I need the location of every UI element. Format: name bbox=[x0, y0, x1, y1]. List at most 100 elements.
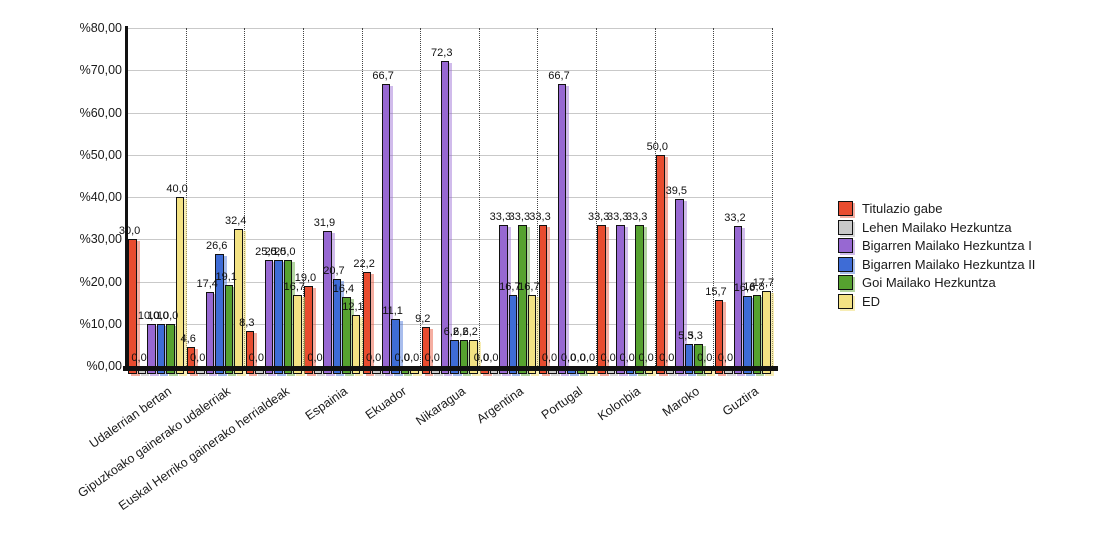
legend-label: Goi Mailako Hezkuntza bbox=[862, 275, 996, 290]
bar-value-label: 0,0 bbox=[307, 352, 323, 364]
bar-value-label: 0,0 bbox=[190, 352, 206, 364]
bar bbox=[234, 229, 243, 374]
bar-value-label: 8,3 bbox=[239, 316, 255, 329]
bar-value-label: 0,0 bbox=[560, 352, 577, 364]
bar-value-label: 16,7 bbox=[283, 281, 306, 294]
bar-value-label: 33,3 bbox=[529, 211, 551, 224]
bar-value-label: 6,2 bbox=[453, 325, 469, 338]
category-separator-line bbox=[596, 28, 598, 366]
bar-value-label: 0,0 bbox=[600, 352, 616, 364]
bar-value-label: 19,0 bbox=[294, 271, 317, 284]
gridline bbox=[127, 28, 772, 29]
legend-item: Titulazio gabe bbox=[838, 201, 1035, 216]
bar-value-label: 32,4 bbox=[224, 215, 247, 228]
legend-swatch bbox=[838, 256, 853, 272]
legend-label: Bigarren Mailako Hezkuntza II bbox=[862, 256, 1036, 272]
bar bbox=[391, 319, 400, 374]
bar-value-label: 0,0 bbox=[131, 352, 147, 364]
category-separator-line bbox=[772, 28, 773, 366]
bar bbox=[656, 154, 665, 374]
bar bbox=[147, 323, 156, 374]
bar bbox=[215, 253, 224, 374]
category-separator-line bbox=[244, 28, 246, 366]
bar-value-label: 0,0 bbox=[638, 352, 654, 364]
bar-value-label: 12,1 bbox=[342, 300, 364, 313]
bar bbox=[224, 285, 234, 374]
bar-value-label: 33,3 bbox=[625, 211, 648, 224]
bar-value-label: 25,0 bbox=[255, 246, 277, 259]
bar-value-label: 31,9 bbox=[313, 217, 336, 230]
bar bbox=[469, 339, 478, 374]
bar-value-label: 39,5 bbox=[665, 185, 687, 198]
bar-value-label: 17,7 bbox=[752, 277, 775, 290]
bar bbox=[274, 260, 283, 374]
bar-value-label: 20,7 bbox=[323, 264, 345, 277]
x-axis-line bbox=[123, 366, 778, 371]
bar-value-label: 40,0 bbox=[166, 183, 188, 195]
legend-swatch bbox=[838, 275, 853, 290]
bar-value-label: 11,1 bbox=[382, 305, 403, 318]
bar bbox=[752, 295, 762, 374]
y-axis-tick-label: %60,00 bbox=[79, 105, 122, 120]
legend-label: Lehen Mailako Hezkuntza bbox=[862, 219, 1012, 235]
legend-label: ED bbox=[862, 293, 881, 309]
bar-value-label: 0,0 bbox=[659, 352, 675, 364]
legend-swatch bbox=[838, 219, 853, 235]
y-axis-tick-label: %70,00 bbox=[79, 63, 122, 78]
bar-value-label: 0,0 bbox=[570, 352, 586, 364]
bar-value-label: 10,0 bbox=[147, 309, 169, 322]
y-axis-tick-label: %40,00 bbox=[79, 190, 122, 204]
bar-value-label: 10,0 bbox=[156, 309, 179, 322]
legend-item: Bigarren Mailako Hezkuntza II bbox=[838, 256, 1036, 272]
bar-value-label: 0,0 bbox=[394, 352, 410, 364]
bar-value-label: 25,0 bbox=[274, 246, 296, 259]
bar-value-label: 25,0 bbox=[264, 246, 287, 259]
legend-swatch bbox=[838, 293, 853, 309]
bar bbox=[684, 343, 694, 374]
bar bbox=[362, 272, 372, 374]
bar-value-label: 10,0 bbox=[137, 309, 160, 322]
y-axis-tick-label: %20,00 bbox=[79, 274, 122, 289]
bar bbox=[675, 199, 684, 374]
legend: Titulazio gabe Lehen Mailako Hezkuntza Big… bbox=[838, 201, 1036, 309]
bar bbox=[635, 225, 644, 374]
bar-value-label: 33,3 bbox=[587, 211, 610, 224]
bar bbox=[597, 225, 606, 374]
gridline bbox=[127, 70, 772, 72]
legend-item: Bigarren Mailako Hezkuntza I bbox=[838, 238, 1035, 253]
bar-value-label: 16,4 bbox=[332, 282, 355, 295]
bar-value-label: 26,6 bbox=[205, 239, 228, 252]
bar-value-label: 33,3 bbox=[489, 211, 512, 224]
gridline bbox=[127, 112, 772, 114]
category-separator-line bbox=[361, 28, 363, 366]
bar bbox=[527, 295, 537, 374]
bar-value-label: 33,3 bbox=[606, 211, 629, 224]
y-axis-tick-label: %50,00 bbox=[79, 147, 122, 162]
bar bbox=[538, 225, 548, 374]
bar bbox=[508, 295, 518, 374]
y-axis-tick-label: %10,00 bbox=[79, 316, 122, 331]
gridline bbox=[127, 239, 772, 241]
bar-value-label: 0,0 bbox=[483, 352, 499, 364]
bar-value-label: 6,2 bbox=[462, 325, 478, 338]
bar-value-label: 0,0 bbox=[579, 352, 596, 364]
bar-value-label: 5,3 bbox=[687, 329, 703, 342]
bar bbox=[421, 327, 430, 374]
legend-swatch bbox=[838, 238, 853, 253]
legend-label: Titulazio gabe bbox=[862, 201, 943, 216]
y-axis-line bbox=[124, 26, 128, 371]
bar-value-label: 0,0 bbox=[424, 352, 440, 364]
bar bbox=[264, 260, 274, 374]
bar-value-label: 5,3 bbox=[678, 329, 694, 342]
bar-value-label: 66,7 bbox=[372, 70, 394, 83]
bar bbox=[166, 323, 175, 374]
bar-value-label: 33,2 bbox=[724, 211, 746, 224]
category-separator-line bbox=[420, 28, 422, 366]
bar bbox=[332, 278, 342, 374]
category-separator-line bbox=[713, 28, 715, 366]
bar-value-label: 4,6 bbox=[180, 332, 196, 345]
bar bbox=[205, 292, 215, 374]
bar bbox=[283, 260, 293, 374]
bar-value-label: 16,6 bbox=[733, 281, 756, 294]
bar bbox=[186, 346, 196, 374]
